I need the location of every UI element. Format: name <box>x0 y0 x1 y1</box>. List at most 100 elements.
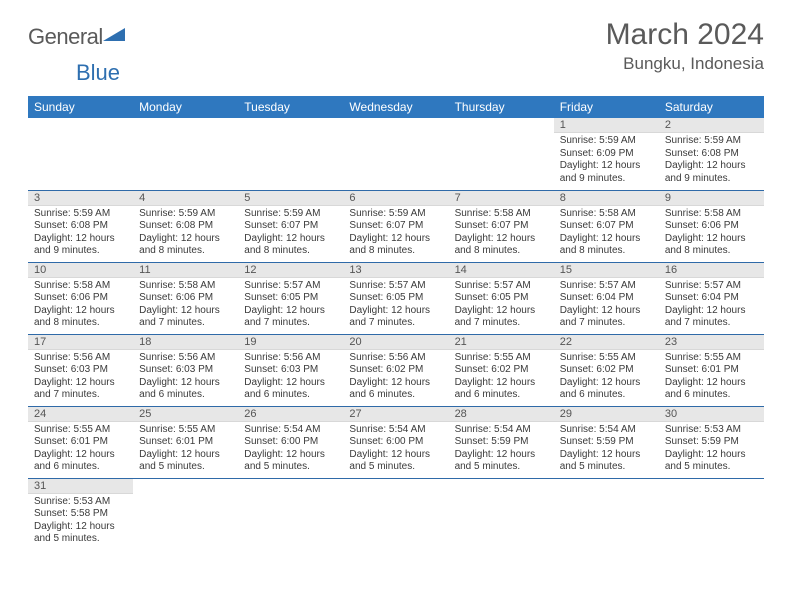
calendar-table: SundayMondayTuesdayWednesdayThursdayFrid… <box>28 96 764 550</box>
brand-triangle-icon <box>103 26 125 47</box>
day-details: Sunrise: 5:58 AMSunset: 6:07 PMDaylight:… <box>554 206 659 262</box>
day-details: Sunrise: 5:59 AMSunset: 6:08 PMDaylight:… <box>133 206 238 262</box>
day-number: 6 <box>343 191 448 206</box>
day-number: 1 <box>554 118 659 133</box>
calendar-cell: 3Sunrise: 5:59 AMSunset: 6:08 PMDaylight… <box>28 190 133 262</box>
day-details: Sunrise: 5:55 AMSunset: 6:01 PMDaylight:… <box>28 422 133 478</box>
day-details: Sunrise: 5:58 AMSunset: 6:06 PMDaylight:… <box>133 278 238 334</box>
weekday-header: Wednesday <box>343 96 448 118</box>
calendar-cell <box>133 118 238 190</box>
day-number: 18 <box>133 335 238 350</box>
day-details: Sunrise: 5:56 AMSunset: 6:03 PMDaylight:… <box>133 350 238 406</box>
day-details: Sunrise: 5:54 AMSunset: 5:59 PMDaylight:… <box>449 422 554 478</box>
day-number: 8 <box>554 191 659 206</box>
calendar-cell: 25Sunrise: 5:55 AMSunset: 6:01 PMDayligh… <box>133 406 238 478</box>
calendar-cell: 16Sunrise: 5:57 AMSunset: 6:04 PMDayligh… <box>659 262 764 334</box>
day-details: Sunrise: 5:59 AMSunset: 6:08 PMDaylight:… <box>28 206 133 262</box>
brand-general: General <box>28 24 103 50</box>
calendar-cell: 1Sunrise: 5:59 AMSunset: 6:09 PMDaylight… <box>554 118 659 190</box>
calendar-cell: 6Sunrise: 5:59 AMSunset: 6:07 PMDaylight… <box>343 190 448 262</box>
calendar-cell: 27Sunrise: 5:54 AMSunset: 6:00 PMDayligh… <box>343 406 448 478</box>
day-details: Sunrise: 5:55 AMSunset: 6:02 PMDaylight:… <box>554 350 659 406</box>
calendar-cell: 4Sunrise: 5:59 AMSunset: 6:08 PMDaylight… <box>133 190 238 262</box>
day-number: 12 <box>238 263 343 278</box>
day-details: Sunrise: 5:58 AMSunset: 6:06 PMDaylight:… <box>659 206 764 262</box>
calendar-cell: 29Sunrise: 5:54 AMSunset: 5:59 PMDayligh… <box>554 406 659 478</box>
day-number: 29 <box>554 407 659 422</box>
weekday-header: Monday <box>133 96 238 118</box>
day-details: Sunrise: 5:59 AMSunset: 6:07 PMDaylight:… <box>343 206 448 262</box>
day-number: 17 <box>28 335 133 350</box>
calendar-cell: 9Sunrise: 5:58 AMSunset: 6:06 PMDaylight… <box>659 190 764 262</box>
calendar-cell: 13Sunrise: 5:57 AMSunset: 6:05 PMDayligh… <box>343 262 448 334</box>
day-details: Sunrise: 5:57 AMSunset: 6:05 PMDaylight:… <box>343 278 448 334</box>
calendar-cell: 31Sunrise: 5:53 AMSunset: 5:58 PMDayligh… <box>28 478 133 550</box>
day-details: Sunrise: 5:57 AMSunset: 6:04 PMDaylight:… <box>554 278 659 334</box>
day-number: 3 <box>28 191 133 206</box>
day-details: Sunrise: 5:58 AMSunset: 6:07 PMDaylight:… <box>449 206 554 262</box>
calendar-cell: 8Sunrise: 5:58 AMSunset: 6:07 PMDaylight… <box>554 190 659 262</box>
day-number: 14 <box>449 263 554 278</box>
weekday-header: Sunday <box>28 96 133 118</box>
day-details: Sunrise: 5:59 AMSunset: 6:08 PMDaylight:… <box>659 133 764 189</box>
calendar-row: 31Sunrise: 5:53 AMSunset: 5:58 PMDayligh… <box>28 478 764 550</box>
weekday-header: Saturday <box>659 96 764 118</box>
calendar-cell: 21Sunrise: 5:55 AMSunset: 6:02 PMDayligh… <box>449 334 554 406</box>
day-details: Sunrise: 5:57 AMSunset: 6:04 PMDaylight:… <box>659 278 764 334</box>
calendar-cell: 7Sunrise: 5:58 AMSunset: 6:07 PMDaylight… <box>449 190 554 262</box>
calendar-cell: 19Sunrise: 5:56 AMSunset: 6:03 PMDayligh… <box>238 334 343 406</box>
day-number: 21 <box>449 335 554 350</box>
day-number: 20 <box>343 335 448 350</box>
calendar-cell: 22Sunrise: 5:55 AMSunset: 6:02 PMDayligh… <box>554 334 659 406</box>
calendar-cell <box>554 478 659 550</box>
day-number: 24 <box>28 407 133 422</box>
calendar-cell: 26Sunrise: 5:54 AMSunset: 6:00 PMDayligh… <box>238 406 343 478</box>
calendar-cell <box>343 478 448 550</box>
calendar-cell <box>238 478 343 550</box>
calendar-row: 24Sunrise: 5:55 AMSunset: 6:01 PMDayligh… <box>28 406 764 478</box>
day-number: 4 <box>133 191 238 206</box>
calendar-cell: 14Sunrise: 5:57 AMSunset: 6:05 PMDayligh… <box>449 262 554 334</box>
day-details: Sunrise: 5:56 AMSunset: 6:03 PMDaylight:… <box>28 350 133 406</box>
calendar-cell <box>343 118 448 190</box>
calendar-cell: 12Sunrise: 5:57 AMSunset: 6:05 PMDayligh… <box>238 262 343 334</box>
day-details: Sunrise: 5:54 AMSunset: 6:00 PMDaylight:… <box>343 422 448 478</box>
day-number: 26 <box>238 407 343 422</box>
day-details: Sunrise: 5:57 AMSunset: 6:05 PMDaylight:… <box>449 278 554 334</box>
day-number: 19 <box>238 335 343 350</box>
calendar-cell: 30Sunrise: 5:53 AMSunset: 5:59 PMDayligh… <box>659 406 764 478</box>
day-details: Sunrise: 5:55 AMSunset: 6:01 PMDaylight:… <box>659 350 764 406</box>
calendar-cell <box>659 478 764 550</box>
calendar-cell: 11Sunrise: 5:58 AMSunset: 6:06 PMDayligh… <box>133 262 238 334</box>
day-details: Sunrise: 5:57 AMSunset: 6:05 PMDaylight:… <box>238 278 343 334</box>
calendar-cell: 17Sunrise: 5:56 AMSunset: 6:03 PMDayligh… <box>28 334 133 406</box>
day-details: Sunrise: 5:55 AMSunset: 6:01 PMDaylight:… <box>133 422 238 478</box>
day-number: 25 <box>133 407 238 422</box>
day-number: 22 <box>554 335 659 350</box>
day-details: Sunrise: 5:55 AMSunset: 6:02 PMDaylight:… <box>449 350 554 406</box>
weekday-header: Tuesday <box>238 96 343 118</box>
day-number: 2 <box>659 118 764 133</box>
calendar-body: 1Sunrise: 5:59 AMSunset: 6:09 PMDaylight… <box>28 118 764 550</box>
day-details: Sunrise: 5:56 AMSunset: 6:02 PMDaylight:… <box>343 350 448 406</box>
calendar-cell <box>238 118 343 190</box>
calendar-cell: 18Sunrise: 5:56 AMSunset: 6:03 PMDayligh… <box>133 334 238 406</box>
day-number: 31 <box>28 479 133 494</box>
day-number: 30 <box>659 407 764 422</box>
day-details: Sunrise: 5:59 AMSunset: 6:09 PMDaylight:… <box>554 133 659 189</box>
calendar-cell: 5Sunrise: 5:59 AMSunset: 6:07 PMDaylight… <box>238 190 343 262</box>
weekday-header: Friday <box>554 96 659 118</box>
day-number: 15 <box>554 263 659 278</box>
day-number: 16 <box>659 263 764 278</box>
day-details: Sunrise: 5:56 AMSunset: 6:03 PMDaylight:… <box>238 350 343 406</box>
day-number: 5 <box>238 191 343 206</box>
calendar-cell: 10Sunrise: 5:58 AMSunset: 6:06 PMDayligh… <box>28 262 133 334</box>
day-number: 11 <box>133 263 238 278</box>
location-label: Bungku, Indonesia <box>606 54 764 74</box>
calendar-cell: 20Sunrise: 5:56 AMSunset: 6:02 PMDayligh… <box>343 334 448 406</box>
calendar-cell: 2Sunrise: 5:59 AMSunset: 6:08 PMDaylight… <box>659 118 764 190</box>
day-number: 7 <box>449 191 554 206</box>
weekday-header-row: SundayMondayTuesdayWednesdayThursdayFrid… <box>28 96 764 118</box>
day-details: Sunrise: 5:54 AMSunset: 6:00 PMDaylight:… <box>238 422 343 478</box>
day-number: 23 <box>659 335 764 350</box>
